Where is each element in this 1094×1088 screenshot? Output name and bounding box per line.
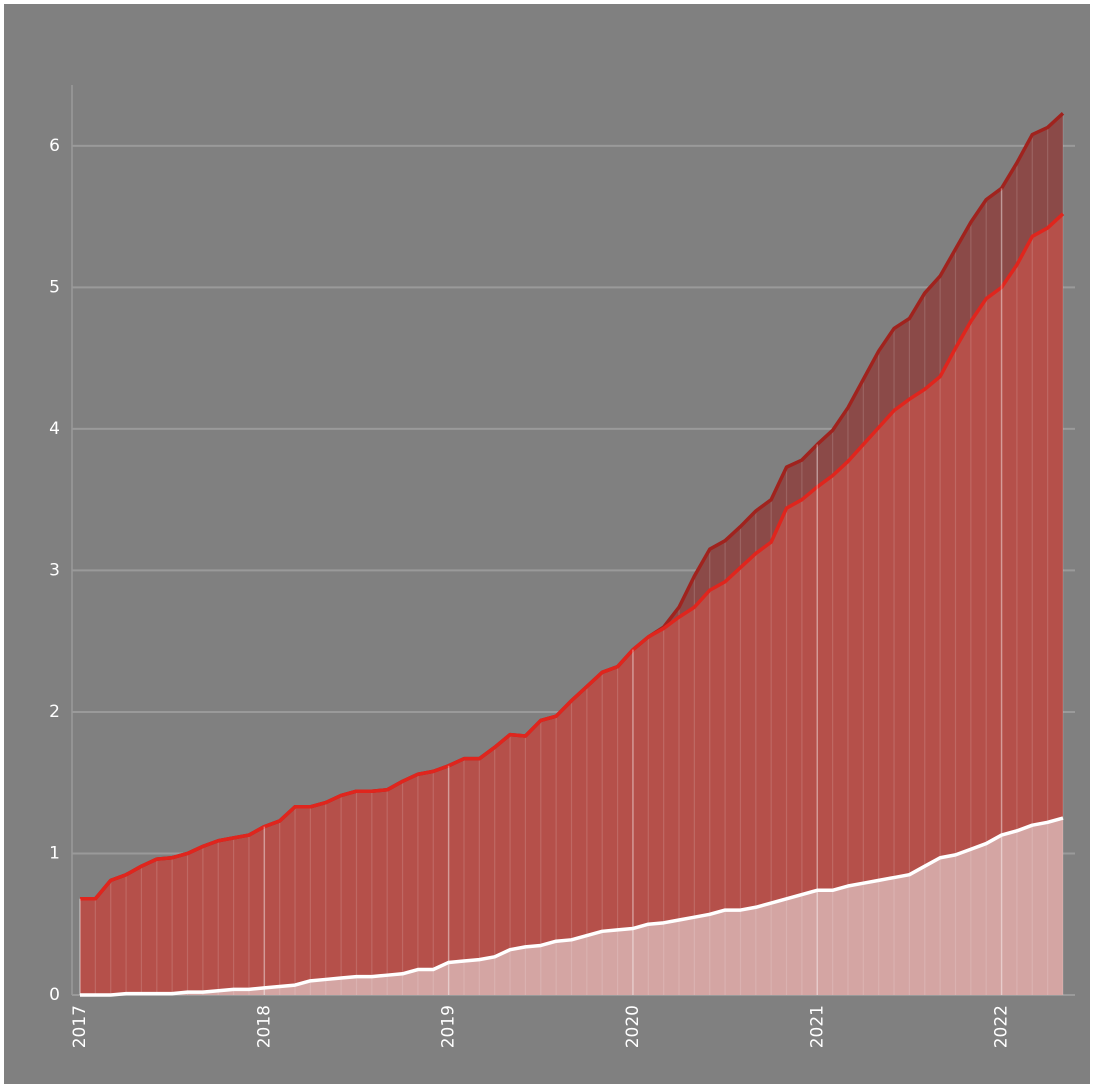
- x-tick-label: 2017: [70, 1005, 90, 1048]
- y-tick-label: 6: [49, 136, 60, 156]
- line: [80, 816, 1064, 997]
- y-tick-label: 2: [49, 702, 60, 722]
- x-tick-label: 2019: [439, 1005, 459, 1048]
- x-tick-label: 2022: [992, 1005, 1012, 1048]
- y-tick-label: 4: [49, 419, 60, 439]
- y-tick-label: 3: [49, 560, 60, 580]
- y-tick-label: 1: [49, 843, 60, 863]
- x-tick-label: 2020: [623, 1005, 643, 1048]
- y-tick-label: 0: [49, 985, 60, 1005]
- area: [80, 213, 1063, 996]
- y-tick-label: 5: [49, 277, 60, 297]
- line: [80, 212, 1065, 901]
- area: [80, 818, 1063, 995]
- x-tick-label: 2018: [254, 1005, 274, 1048]
- x-tick-label: 2021: [807, 1005, 827, 1048]
